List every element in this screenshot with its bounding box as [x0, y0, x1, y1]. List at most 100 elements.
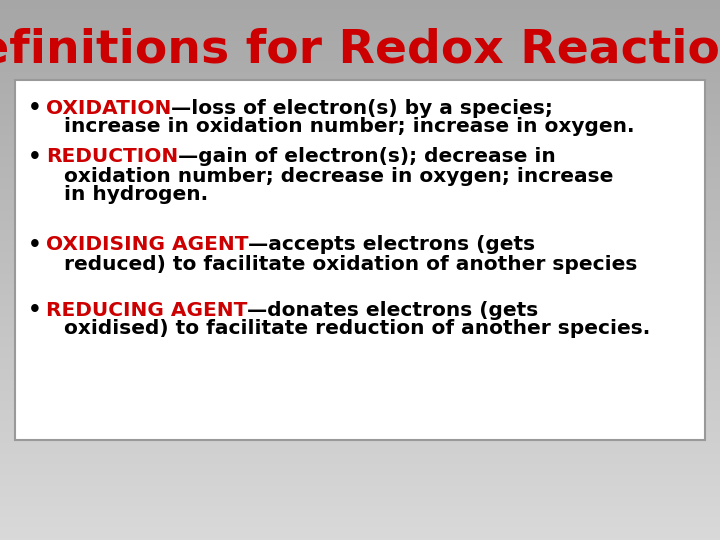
- Bar: [0, 396, 720, 398]
- Bar: [0, 339, 720, 340]
- Bar: [0, 153, 720, 155]
- Bar: [0, 201, 720, 204]
- Bar: [0, 464, 720, 466]
- Bar: [0, 196, 720, 198]
- Bar: [0, 177, 720, 178]
- Bar: [0, 535, 720, 536]
- Bar: [0, 56, 720, 58]
- Bar: [0, 86, 720, 88]
- Bar: [0, 140, 720, 142]
- Bar: [0, 12, 720, 15]
- Bar: [0, 511, 720, 513]
- Bar: [0, 297, 720, 299]
- Bar: [0, 313, 720, 315]
- Bar: [0, 162, 720, 164]
- Bar: [0, 360, 720, 362]
- Bar: [0, 513, 720, 515]
- Bar: [0, 423, 720, 425]
- Bar: [0, 139, 720, 140]
- Bar: [0, 277, 720, 279]
- Bar: [0, 182, 720, 184]
- Bar: [0, 324, 720, 326]
- Bar: [0, 385, 720, 387]
- Bar: [0, 150, 720, 151]
- Bar: [0, 412, 720, 414]
- Bar: [0, 336, 720, 339]
- Bar: [0, 459, 720, 461]
- Bar: [0, 428, 720, 430]
- Bar: [0, 43, 720, 45]
- Bar: [0, 484, 720, 486]
- Bar: [0, 320, 720, 322]
- Bar: [0, 211, 720, 212]
- Text: •: •: [28, 235, 42, 255]
- Text: oxidised) to facilitate reduction of another species.: oxidised) to facilitate reduction of ano…: [64, 320, 650, 339]
- Bar: [0, 117, 720, 119]
- Bar: [0, 346, 720, 347]
- Bar: [0, 22, 720, 23]
- Bar: [0, 493, 720, 495]
- Bar: [0, 133, 720, 135]
- Bar: [0, 205, 720, 207]
- Bar: [0, 158, 720, 160]
- Bar: [0, 166, 720, 167]
- Bar: [0, 495, 720, 497]
- Text: increase in oxidation number; increase in oxygen.: increase in oxidation number; increase i…: [64, 118, 634, 137]
- Bar: [0, 470, 720, 471]
- Bar: [0, 63, 720, 65]
- Bar: [0, 27, 720, 29]
- Bar: [0, 328, 720, 329]
- Bar: [0, 61, 720, 63]
- Bar: [0, 333, 720, 335]
- Bar: [0, 441, 720, 443]
- Bar: [0, 517, 720, 518]
- Bar: [0, 110, 720, 112]
- Bar: [0, 463, 720, 464]
- Bar: [0, 191, 720, 193]
- Bar: [0, 329, 720, 331]
- Bar: [0, 228, 720, 231]
- Bar: [0, 414, 720, 416]
- Bar: [0, 236, 720, 238]
- Bar: [0, 209, 720, 211]
- Bar: [0, 312, 720, 313]
- Text: —accepts electrons (gets: —accepts electrons (gets: [248, 235, 536, 254]
- Bar: [0, 167, 720, 169]
- Bar: [0, 238, 720, 239]
- Bar: [0, 286, 720, 288]
- Bar: [0, 443, 720, 444]
- Bar: [0, 47, 720, 49]
- Bar: [0, 231, 720, 232]
- Bar: [0, 207, 720, 209]
- Bar: [0, 420, 720, 421]
- Bar: [0, 194, 720, 196]
- Bar: [0, 250, 720, 252]
- Bar: [0, 169, 720, 171]
- Bar: [0, 85, 720, 86]
- Bar: [0, 450, 720, 452]
- Bar: [0, 335, 720, 336]
- Bar: [0, 258, 720, 259]
- Bar: [0, 106, 720, 108]
- Bar: [0, 466, 720, 468]
- Bar: [0, 504, 720, 506]
- Bar: [0, 331, 720, 333]
- Bar: [0, 221, 720, 223]
- Bar: [0, 225, 720, 227]
- Bar: [0, 18, 720, 20]
- Bar: [0, 0, 720, 2]
- Bar: [0, 448, 720, 450]
- Bar: [0, 112, 720, 113]
- Bar: [0, 5, 720, 7]
- Bar: [0, 405, 720, 407]
- Text: OXIDATION: OXIDATION: [46, 98, 171, 118]
- Bar: [0, 403, 720, 405]
- Bar: [0, 425, 720, 427]
- Bar: [0, 322, 720, 324]
- Bar: [0, 292, 720, 293]
- Bar: [0, 90, 720, 92]
- Bar: [0, 58, 720, 59]
- Bar: [0, 308, 720, 309]
- Bar: [0, 232, 720, 234]
- Bar: [0, 367, 720, 369]
